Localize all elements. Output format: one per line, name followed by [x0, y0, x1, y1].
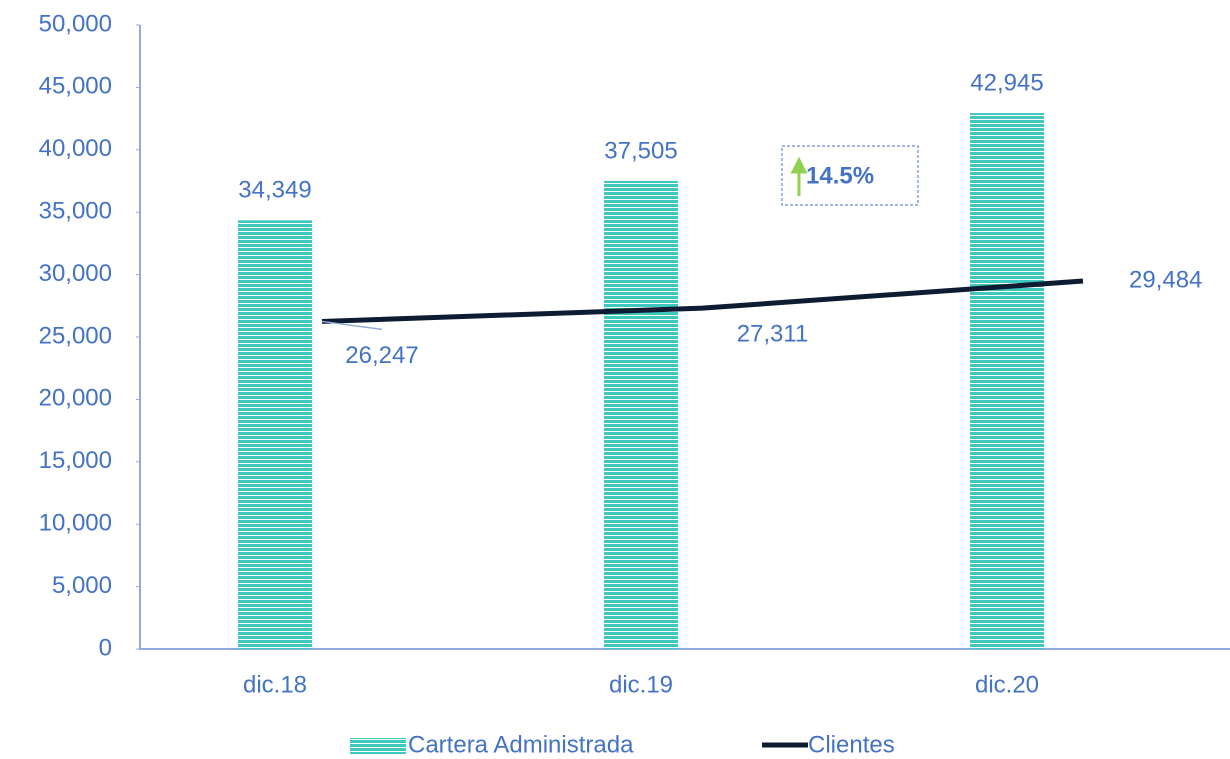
x-tick-label: dic.20	[975, 671, 1039, 698]
data-label: 29,484	[1129, 266, 1202, 293]
data-label: 37,505	[604, 137, 677, 164]
annotation: 14.5%	[806, 162, 874, 189]
legend-label: Cartera Administrada	[408, 731, 634, 758]
data-label: 42,945	[970, 69, 1043, 96]
y-tick-label: 35,000	[39, 198, 112, 225]
y-tick-label: 20,000	[39, 385, 112, 412]
legend-label: Clientes	[808, 731, 895, 758]
annotation-box	[781, 145, 919, 206]
data-label: 34,349	[238, 177, 311, 204]
data-label: 27,311	[737, 321, 809, 348]
leader-line	[321, 320, 383, 331]
y-tick-label: 40,000	[39, 135, 112, 162]
bar	[604, 180, 678, 649]
y-tick-label: 50,000	[39, 10, 112, 37]
y-tick-label: 15,000	[39, 447, 112, 474]
data-label: 26,247	[345, 342, 418, 369]
y-tick-label: 0	[99, 634, 112, 661]
legend-swatch	[350, 738, 406, 754]
up-arrow	[790, 156, 808, 196]
y-tick-label: 45,000	[39, 73, 112, 100]
y-tick-label: 30,000	[39, 260, 112, 287]
x-tick-label: dic.19	[609, 671, 673, 698]
y-tick-label: 25,000	[39, 322, 112, 349]
x-tick-label: dic.18	[243, 671, 307, 698]
bar	[238, 220, 312, 650]
y-tick-label: 5,000	[52, 572, 112, 599]
line	[321, 278, 1084, 324]
bar	[970, 113, 1044, 650]
y-tick-label: 10,000	[39, 510, 112, 537]
